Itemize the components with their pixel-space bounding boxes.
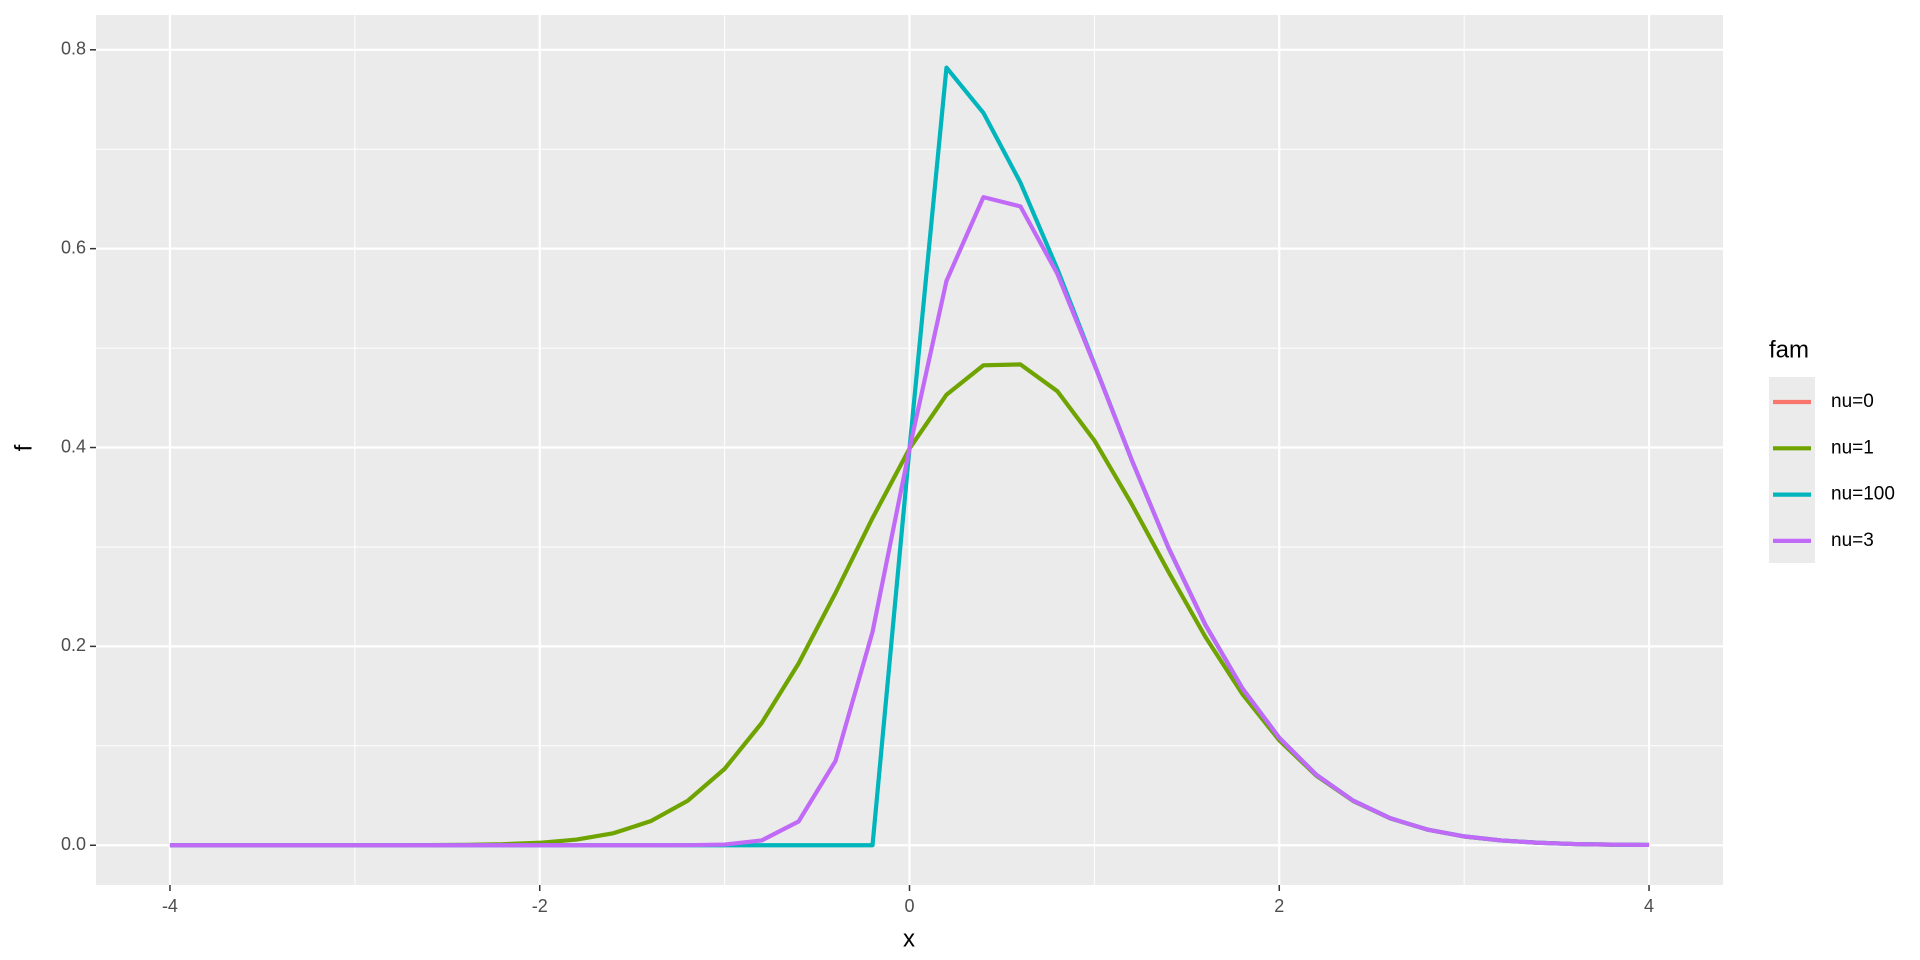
x-tick-label: -2: [532, 896, 548, 916]
legend-label: nu=100: [1831, 484, 1895, 505]
y-tick-label: 0.4: [61, 436, 86, 456]
y-tick-label: 0.2: [61, 635, 86, 655]
legend-background: [1769, 377, 1815, 563]
legend-title: fam: [1769, 336, 1809, 363]
legend-label: nu=1: [1831, 437, 1874, 458]
x-tick-label: 2: [1274, 896, 1284, 916]
line: [169, 195, 1650, 848]
y-axis-title: f: [10, 444, 37, 451]
x-tick-label: 0: [904, 896, 914, 916]
x-tick-label: -4: [162, 896, 178, 916]
y-tick-label: 0.0: [61, 834, 86, 854]
legend-label: nu=3: [1831, 530, 1874, 551]
x-axis-title: x: [903, 925, 915, 952]
y-tick-label: 0.6: [61, 237, 86, 257]
y-tick-label: 0.8: [61, 39, 86, 59]
legend-label: nu=0: [1831, 391, 1874, 412]
x-tick-label: 4: [1644, 896, 1654, 916]
